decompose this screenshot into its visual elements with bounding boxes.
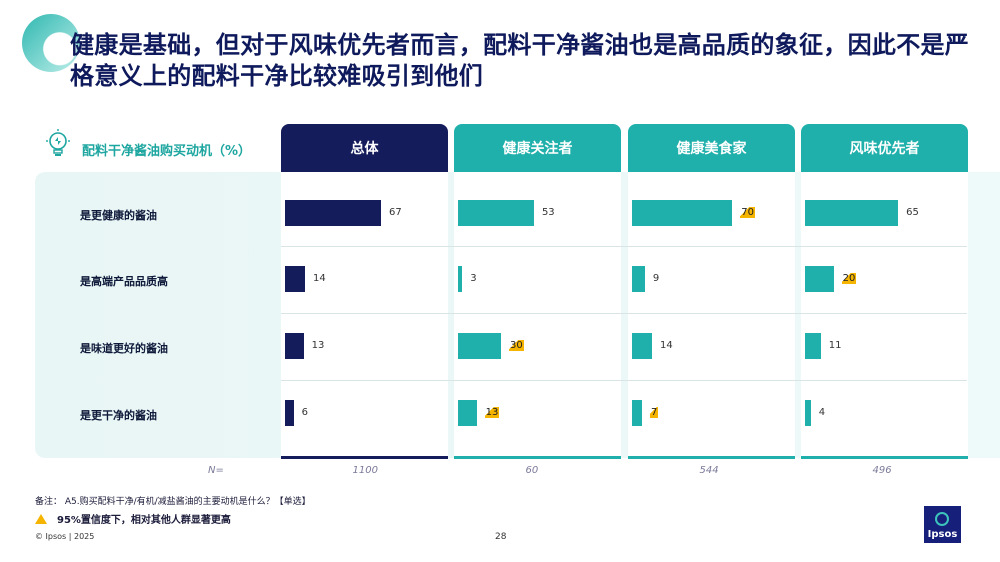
bar [458,266,463,292]
footnote: 备注： A5.购买配料干净/有机/减盐酱油的主要动机是什么？【单选】 [35,497,311,507]
page-number: 28 [495,532,507,542]
page-title: 健康是基础，但对于风味优先者而言，配料干净酱油也是高品质的象征，因此不是严格意义… [70,31,970,90]
bar [285,333,304,359]
data-label: 11 [828,340,842,351]
logo-ring-icon [935,512,949,526]
significance-legend: 95%置信度下，相对其他人群显著更高 [35,511,231,526]
row-label: 是更干净的酱油 [80,409,157,422]
bar [632,333,653,359]
bar [285,400,294,426]
data-label: 13 [311,340,325,351]
data-label: 13 [484,407,500,418]
row-label: 是高端产品品质高 [80,275,168,288]
data-label: 20 [841,273,857,284]
column-header: 健康美食家 [628,124,795,172]
sample-size: 544 [699,465,719,476]
bar [805,400,811,426]
data-label: 70 [740,207,756,218]
row-divider [281,380,967,381]
column-bottom-line [801,456,968,459]
bar [285,266,306,292]
ipsos-logo: Ipsos [924,506,961,543]
bar [632,266,645,292]
bar [458,400,477,426]
column-header: 风味优先者 [801,124,968,172]
data-label: 6 [301,407,308,418]
data-label: 65 [906,207,919,218]
column-header: 总体 [281,124,448,172]
sample-size: 496 [872,465,892,476]
bar [805,266,834,292]
row-divider [281,246,967,247]
row-label: 是味道更好的酱油 [80,342,168,355]
copyright: © Ipsos | 2025 [35,532,95,541]
chart-title: 配料干净酱油购买动机（%） [82,144,252,159]
row-divider [281,313,967,314]
decorative-circle [22,14,80,72]
row-label: 是更健康的酱油 [80,209,157,222]
data-label: 9 [652,273,660,284]
sample-size: 60 [525,465,539,476]
column-bottom-line [454,456,621,459]
data-label: 30 [508,340,524,351]
sample-size: 1100 [352,465,378,476]
lightbulb-icon [46,129,70,156]
bar [458,200,534,226]
data-label: 67 [389,207,402,218]
bar [805,200,899,226]
bar [632,400,643,426]
bar [285,200,381,226]
data-label: 7 [650,407,659,418]
column-header: 健康关注者 [454,124,621,172]
significance-text: 95%置信度下，相对其他人群显著更高 [57,515,231,526]
bar [458,333,501,359]
triangle-icon [35,514,47,524]
data-label: 53 [541,207,555,218]
data-label: 3 [470,273,477,284]
logo-text: Ipsos [927,529,958,540]
data-label: 4 [818,407,826,418]
bar [632,200,733,226]
column-bottom-line [628,456,795,459]
bar [805,333,821,359]
column-bottom-line [281,456,448,459]
sample-size-label: N= [208,465,224,476]
data-label: 14 [313,273,326,284]
data-label: 14 [660,340,673,351]
